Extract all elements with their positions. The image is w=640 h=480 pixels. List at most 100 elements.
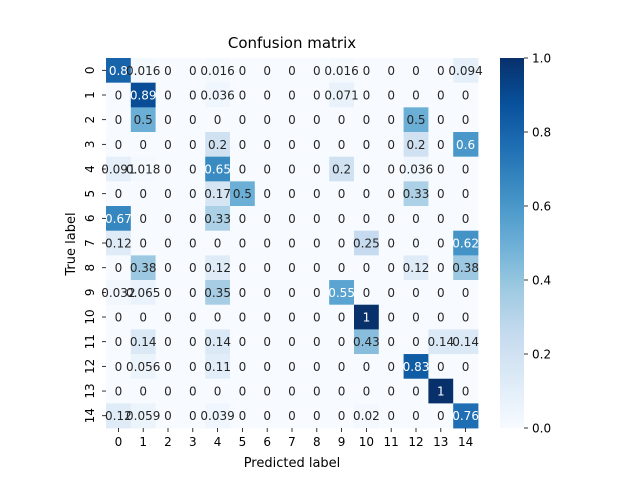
heatmap-cell (155, 58, 181, 84)
heatmap-cell-label: 0 (412, 385, 420, 399)
y-tick-label: 9 (83, 289, 97, 297)
colorbar-gradient (500, 58, 524, 428)
heatmap-cell-label: 0.12 (105, 409, 132, 423)
heatmap-cell (106, 82, 132, 108)
heatmap-cell-label: 0 (189, 212, 197, 226)
heatmap-cell (230, 82, 256, 108)
heatmap-cell-label: 0 (437, 237, 445, 251)
heatmap-cell-label: 0 (462, 286, 470, 300)
heatmap-cell-label: 0.11 (204, 360, 231, 374)
heatmap-cell (304, 156, 330, 182)
heatmap-cell (205, 132, 231, 158)
heatmap-cell-label: 0.059 (126, 409, 160, 423)
heatmap-cell (230, 230, 256, 256)
heatmap-cell (180, 58, 206, 84)
heatmap-cell (354, 354, 380, 380)
heatmap-cell-label: 0.33 (403, 187, 430, 201)
heatmap-cell-label: 0 (189, 360, 197, 374)
heatmap-cell (230, 181, 256, 207)
heatmap-cell-label: 0 (139, 187, 147, 201)
heatmap-cell (130, 280, 156, 306)
heatmap-cell-label: 0 (263, 138, 271, 152)
heatmap-cell-label: 0 (437, 261, 445, 275)
heatmap-cell (354, 403, 380, 429)
heatmap-cell (304, 230, 330, 256)
heatmap-cell-label: 0 (189, 286, 197, 300)
heatmap-cell-label: 0 (338, 335, 346, 349)
heatmap-cell (403, 304, 429, 330)
heatmap-cell (304, 280, 330, 306)
heatmap-cell (403, 206, 429, 232)
heatmap-cell-label: 0 (115, 261, 123, 275)
heatmap-cell-label: 0 (239, 261, 247, 275)
heatmap-cell-label: 0.33 (204, 212, 231, 226)
heatmap-cell (205, 107, 231, 133)
heatmap-cell-label: 0.036 (399, 163, 433, 177)
heatmap-cell (230, 354, 256, 380)
heatmap-cell-label: 0 (313, 64, 321, 78)
heatmap-cell (354, 329, 380, 355)
heatmap-cell-label: 0 (189, 138, 197, 152)
heatmap-cell (329, 58, 355, 84)
heatmap-cell-label: 0 (164, 286, 172, 300)
heatmap-cell-label: 0 (338, 409, 346, 423)
heatmap-cell (304, 354, 330, 380)
y-tick-label: 11 (83, 334, 97, 349)
heatmap-cell (403, 280, 429, 306)
heatmap-cell-label: 0 (164, 113, 172, 127)
heatmap-cell-label: 0 (139, 237, 147, 251)
heatmap-cell (230, 378, 256, 404)
heatmap-cell (155, 107, 181, 133)
heatmap-cell-label: 0.12 (403, 261, 430, 275)
heatmap-cell-label: 0 (313, 237, 321, 251)
heatmap-cell (205, 82, 231, 108)
heatmap-cell (378, 329, 404, 355)
x-tick-label: 2 (164, 435, 172, 449)
heatmap-cell-label: 1 (437, 385, 445, 399)
heatmap-cell-label: 0 (263, 163, 271, 177)
heatmap-cell (230, 107, 256, 133)
heatmap-cell (329, 230, 355, 256)
heatmap-cell (453, 280, 479, 306)
heatmap-cell-label: 0 (412, 64, 420, 78)
heatmap-cell (130, 156, 156, 182)
heatmap-cell-label: 0 (189, 385, 197, 399)
heatmap-cell (378, 280, 404, 306)
heatmap-cell-label: 0.016 (126, 64, 160, 78)
heatmap-cell (329, 354, 355, 380)
heatmap-cell-label: 0 (462, 212, 470, 226)
x-tick-label: 4 (214, 435, 222, 449)
heatmap-cell-label: 0 (313, 385, 321, 399)
heatmap-cell (428, 403, 454, 429)
heatmap-cell-label: 0 (338, 261, 346, 275)
heatmap-cell-label: 0 (239, 311, 247, 325)
heatmap-cell (428, 354, 454, 380)
heatmap-cell (378, 206, 404, 232)
heatmap-cell-label: 0 (239, 237, 247, 251)
heatmap-cell-label: 0 (288, 187, 296, 201)
heatmap-cell-label: 0.14 (427, 335, 454, 349)
heatmap-cell (230, 403, 256, 429)
heatmap-cell (155, 329, 181, 355)
heatmap-cell (304, 206, 330, 232)
x-tick-label: 3 (189, 435, 197, 449)
heatmap-cell (304, 132, 330, 158)
heatmap-cell-label: 0 (462, 311, 470, 325)
heatmap-cell (329, 107, 355, 133)
heatmap-cell (403, 107, 429, 133)
colorbar-tick-label: 0.0 (532, 422, 551, 436)
heatmap-cell-label: 0 (412, 237, 420, 251)
heatmap-cell-label: 0 (189, 89, 197, 103)
heatmap-cell-label: 0 (363, 212, 371, 226)
heatmap-cell-label: 0 (115, 138, 123, 152)
heatmap-cell (180, 255, 206, 281)
x-tick-label: 8 (313, 435, 321, 449)
heatmap-cell (155, 206, 181, 232)
heatmap-cell-label: 0 (164, 64, 172, 78)
heatmap-cell-label: 0 (412, 212, 420, 226)
heatmap-cell-label: 0 (239, 212, 247, 226)
heatmap-cell (130, 58, 156, 84)
heatmap-cell-label: 0 (437, 138, 445, 152)
